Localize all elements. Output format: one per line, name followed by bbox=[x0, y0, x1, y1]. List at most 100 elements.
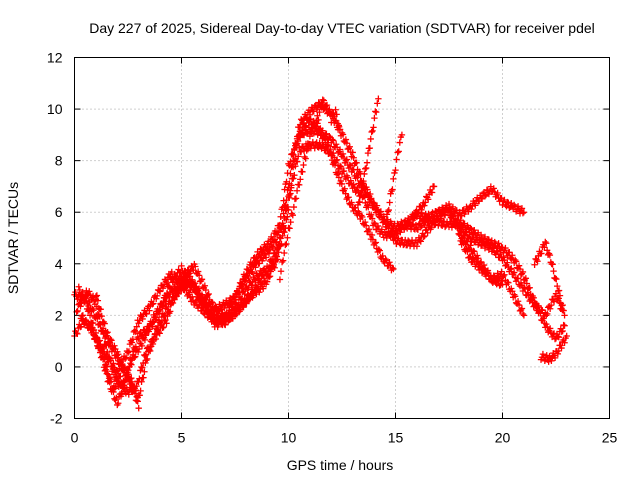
data-point bbox=[390, 175, 397, 183]
data-point bbox=[546, 251, 554, 259]
data-point bbox=[86, 288, 93, 295]
data-point bbox=[124, 349, 132, 356]
data-point bbox=[467, 242, 474, 249]
data-point bbox=[510, 269, 518, 276]
data-point bbox=[376, 247, 383, 254]
data-point bbox=[74, 307, 81, 315]
data-point bbox=[364, 189, 371, 196]
data-point bbox=[92, 293, 100, 300]
data-point bbox=[72, 288, 79, 296]
data-point bbox=[361, 170, 368, 178]
data-point bbox=[267, 268, 274, 275]
data-point bbox=[291, 172, 298, 179]
data-point bbox=[149, 301, 156, 308]
data-point bbox=[122, 354, 130, 361]
data-point bbox=[145, 347, 153, 354]
data-point bbox=[329, 136, 336, 143]
data-point bbox=[274, 256, 281, 263]
data-point bbox=[559, 327, 566, 335]
data-point bbox=[324, 142, 332, 149]
data-point bbox=[456, 223, 463, 230]
data-point bbox=[367, 196, 375, 203]
data-point bbox=[346, 143, 353, 150]
data-point bbox=[429, 209, 436, 216]
data-point bbox=[141, 336, 149, 344]
data-point bbox=[316, 108, 323, 116]
data-point bbox=[524, 289, 531, 296]
data-series bbox=[537, 332, 570, 365]
data-point bbox=[548, 357, 555, 365]
data-point bbox=[489, 245, 496, 252]
data-point bbox=[468, 225, 475, 233]
data-point bbox=[452, 215, 460, 223]
data-point bbox=[535, 302, 542, 310]
data-point bbox=[292, 195, 300, 202]
data-point bbox=[140, 359, 147, 367]
data-point bbox=[543, 352, 550, 359]
data-point bbox=[166, 284, 174, 291]
data-point bbox=[330, 109, 337, 117]
data-point bbox=[93, 312, 100, 319]
data-point bbox=[483, 269, 491, 276]
data-point bbox=[549, 261, 556, 268]
data-point bbox=[293, 187, 301, 194]
data-point bbox=[129, 388, 136, 396]
data-point bbox=[343, 156, 351, 163]
data-point bbox=[153, 292, 161, 300]
data-point bbox=[533, 256, 540, 263]
data-point bbox=[431, 221, 438, 229]
data-point bbox=[133, 323, 140, 330]
data-point bbox=[370, 124, 377, 131]
data-point bbox=[186, 273, 194, 280]
data-points bbox=[71, 95, 570, 412]
data-point bbox=[292, 144, 300, 151]
data-point bbox=[501, 271, 508, 278]
data-point bbox=[302, 155, 309, 162]
data-point bbox=[341, 185, 348, 192]
data-point bbox=[518, 305, 526, 312]
data-point bbox=[205, 306, 213, 314]
data-point bbox=[337, 177, 345, 185]
data-point bbox=[479, 266, 487, 274]
data-point bbox=[387, 229, 394, 236]
data-point bbox=[90, 329, 97, 337]
data-point bbox=[235, 285, 243, 292]
data-point bbox=[141, 368, 148, 375]
data-point bbox=[477, 194, 485, 201]
data-point bbox=[83, 294, 90, 302]
data-point bbox=[163, 279, 171, 286]
data-point bbox=[125, 363, 133, 371]
data-point bbox=[534, 304, 541, 311]
data-point bbox=[262, 254, 270, 261]
data-point bbox=[275, 249, 282, 256]
data-point bbox=[318, 104, 325, 111]
data-point bbox=[374, 207, 382, 214]
data-point bbox=[106, 373, 114, 381]
data-point bbox=[286, 225, 293, 232]
data-point bbox=[256, 289, 263, 296]
data-point bbox=[115, 370, 122, 377]
data-point bbox=[416, 237, 424, 244]
data-point bbox=[150, 300, 157, 307]
axis-ticks: 0 5 10 15 20 25 -2 0 2 4 6 8 10 12 bbox=[47, 50, 618, 446]
data-point bbox=[281, 229, 288, 236]
data-point bbox=[561, 322, 568, 329]
data-point bbox=[500, 272, 507, 280]
data-point bbox=[544, 310, 551, 318]
data-point bbox=[103, 363, 111, 370]
data-point bbox=[368, 215, 376, 222]
data-point bbox=[560, 307, 567, 314]
data-point bbox=[252, 257, 259, 264]
data-point bbox=[290, 203, 298, 211]
data-point bbox=[393, 156, 400, 163]
data-point bbox=[517, 306, 525, 314]
data-point bbox=[138, 342, 146, 350]
data-point bbox=[165, 283, 173, 290]
data-point bbox=[428, 189, 436, 196]
data-point bbox=[192, 263, 199, 270]
data-point bbox=[252, 264, 259, 271]
data-point bbox=[354, 174, 361, 181]
data-point bbox=[538, 250, 545, 257]
data-point bbox=[128, 339, 136, 346]
